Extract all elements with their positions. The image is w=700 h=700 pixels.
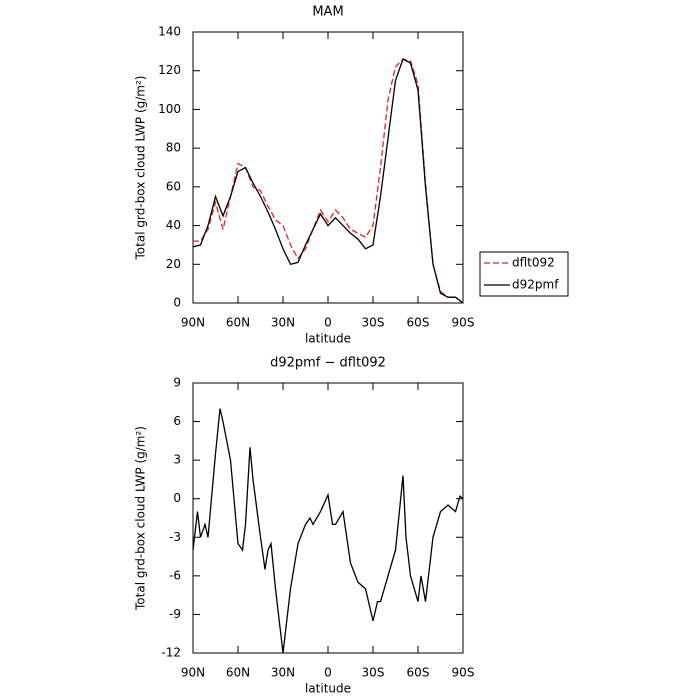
plot-frame [192,31,464,304]
series-line [192,408,464,654]
x-tick-label: 30N [271,666,295,680]
y-tick-label: 80 [166,141,181,155]
chart-title: MAM [312,5,343,20]
x-axis-label: latitude [305,332,351,346]
x-tick-label: 30S [362,666,385,680]
x-tick-label: 0 [324,666,332,680]
x-tick-label: 90N [181,316,205,330]
y-tick-label: 0 [173,296,181,310]
series-line [192,58,464,304]
x-tick-label: 90S [452,316,475,330]
legend-box [479,251,569,297]
y-tick-label: 3 [173,453,181,467]
x-tick-label: 90S [452,666,475,680]
y-axis-label: Total grd-box cloud LWP (g/m²) [134,426,148,611]
legend-label: d92pmf [512,278,559,292]
y-tick-label: -6 [169,568,181,582]
y-tick-label: 6 [173,414,181,428]
y-tick-label: 9 [173,376,181,390]
y-tick-label: 40 [166,218,181,232]
y-tick-label: -12 [161,646,181,660]
x-tick-label: 60N [226,316,250,330]
y-tick-label: -3 [169,530,181,544]
y-tick-label: 140 [158,25,181,39]
x-tick-label: 0 [324,316,332,330]
series-line [193,58,464,304]
x-tick-label: 30S [362,316,385,330]
x-tick-label: 60S [407,666,430,680]
x-tick-label: 60S [407,316,430,330]
plot-frame [192,382,464,654]
x-tick-label: 60N [226,666,250,680]
y-tick-label: 20 [166,257,181,271]
x-tick-label: 30N [271,316,295,330]
y-axis-label: Total grd-box cloud LWP (g/m²) [134,76,148,261]
x-tick-label: 90N [181,666,205,680]
legend-label: dflt092 [512,256,555,270]
y-tick-label: 120 [158,63,181,77]
y-tick-label: 60 [166,179,181,193]
y-tick-label: 0 [173,491,181,505]
y-tick-label: 100 [158,102,181,116]
y-tick-label: -9 [169,607,181,621]
chart-title: d92pmf − dflt092 [270,356,386,371]
x-axis-label: latitude [305,682,351,696]
